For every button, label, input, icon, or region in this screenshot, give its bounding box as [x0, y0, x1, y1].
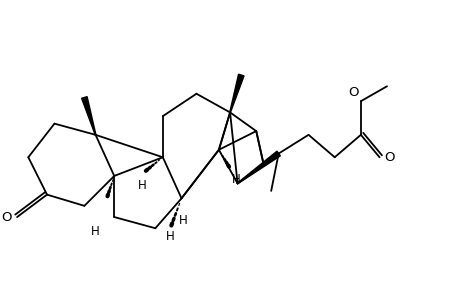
Text: O: O: [383, 151, 393, 164]
Text: H: H: [179, 214, 187, 227]
Polygon shape: [237, 151, 280, 184]
Polygon shape: [229, 74, 244, 112]
Text: H: H: [166, 230, 174, 243]
Polygon shape: [81, 97, 95, 135]
Text: O: O: [1, 211, 11, 224]
Text: H: H: [137, 179, 146, 192]
Text: O: O: [347, 86, 358, 99]
Text: H: H: [232, 173, 241, 186]
Text: H: H: [91, 224, 100, 238]
